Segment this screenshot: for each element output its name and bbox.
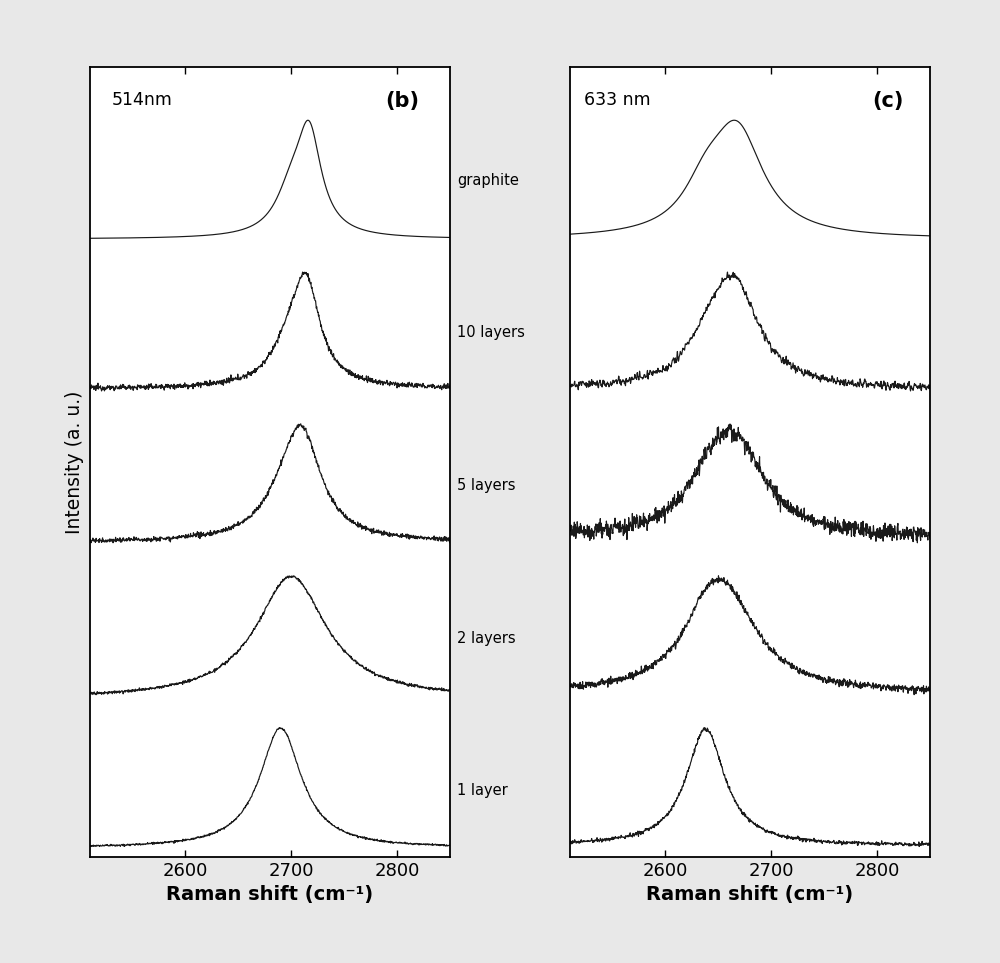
Text: 514nm: 514nm	[112, 91, 172, 109]
Text: (b): (b)	[385, 91, 419, 111]
X-axis label: Raman shift (cm⁻¹): Raman shift (cm⁻¹)	[166, 886, 374, 904]
X-axis label: Raman shift (cm⁻¹): Raman shift (cm⁻¹)	[646, 886, 854, 904]
Text: 2 layers: 2 layers	[457, 631, 516, 645]
Text: 5 layers: 5 layers	[457, 478, 516, 493]
Y-axis label: Intensity (a. u.): Intensity (a. u.)	[65, 391, 84, 534]
Text: 633 nm: 633 nm	[584, 91, 651, 109]
Text: graphite: graphite	[457, 172, 519, 188]
Text: 10 layers: 10 layers	[457, 325, 525, 340]
Text: (c): (c)	[872, 91, 904, 111]
Text: 1 layer: 1 layer	[457, 783, 508, 798]
